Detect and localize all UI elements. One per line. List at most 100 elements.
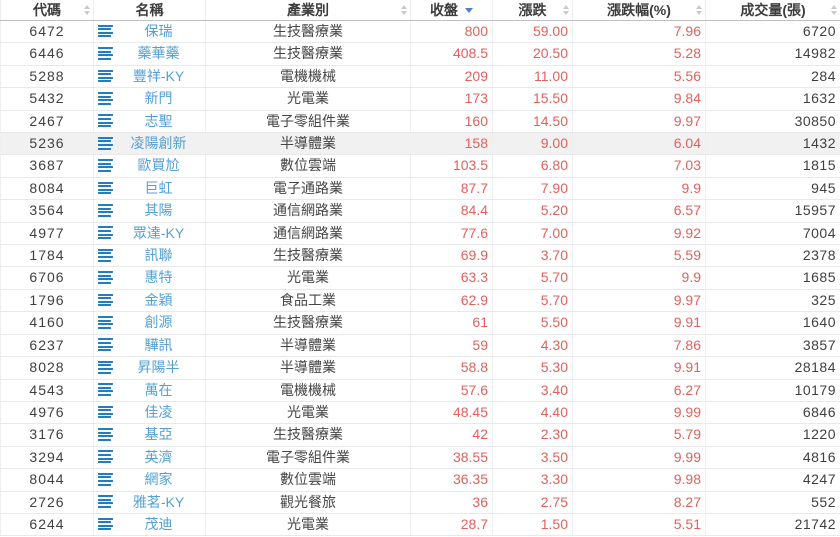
name-cell[interactable]: 豐祥-KY <box>93 65 206 89</box>
stock-link[interactable]: 佳凌 <box>144 403 173 420</box>
stock-link[interactable]: 歐買尬 <box>137 157 180 174</box>
name-cell[interactable]: 昇陽半 <box>93 356 206 380</box>
stock-link[interactable]: 訊聯 <box>144 247 173 264</box>
table-row[interactable]: 8084 巨虹 電子通路業 87.7 7.90 9.9 945 <box>0 177 840 201</box>
name-cell[interactable]: 驊訊 <box>93 334 206 358</box>
list-icon[interactable] <box>98 293 113 308</box>
name-cell[interactable]: 巨虹 <box>93 177 206 201</box>
sort-icon[interactable] <box>695 5 703 15</box>
list-icon[interactable] <box>98 159 113 173</box>
header-name[interactable]: 名稱 <box>93 0 206 21</box>
list-icon[interactable] <box>98 383 113 397</box>
stock-link[interactable]: 金穎 <box>144 291 173 308</box>
name-cell[interactable]: 新門 <box>93 87 206 111</box>
stock-link[interactable]: 志聖 <box>144 112 173 129</box>
stock-link[interactable]: 惠特 <box>144 269 173 286</box>
table-row[interactable]: 8028 昇陽半 半導體業 58.8 5.30 9.91 28184 <box>0 356 840 380</box>
stock-link[interactable]: 新門 <box>144 90 173 107</box>
table-row[interactable]: 2467 志聖 電子零組件業 160 14.50 9.97 30850 <box>0 110 840 134</box>
sort-icon[interactable] <box>83 5 91 15</box>
list-icon[interactable] <box>98 24 113 39</box>
stock-link[interactable]: 雅茗-KY <box>132 493 185 510</box>
list-icon[interactable] <box>98 248 113 263</box>
table-row[interactable]: 6244 茂迪 光電業 28.7 1.50 5.51 21742 <box>0 513 840 537</box>
name-cell[interactable]: 眾達-KY <box>93 222 206 246</box>
table-row[interactable]: 3294 英濟 電子零組件業 38.55 3.50 9.99 4816 <box>0 446 840 470</box>
name-cell[interactable]: 藥華藥 <box>93 42 206 66</box>
table-row[interactable]: 6446 藥華藥 生技醫療業 408.5 20.50 5.28 14982 <box>0 42 840 66</box>
list-icon[interactable] <box>98 450 113 464</box>
list-icon[interactable] <box>98 338 113 352</box>
stock-link[interactable]: 藥華藥 <box>137 45 180 62</box>
list-icon[interactable] <box>98 181 113 196</box>
table-row[interactable]: 4160 創源 生技醫療業 61 5.50 9.91 1640 <box>0 311 840 335</box>
name-cell[interactable]: 英濟 <box>93 446 206 470</box>
stock-link[interactable]: 網家 <box>144 471 173 488</box>
table-row[interactable]: 1784 訊聯 生技醫療業 69.9 3.70 5.59 2378 <box>0 244 840 268</box>
table-row[interactable]: 6706 惠特 光電業 63.3 5.70 9.9 1685 <box>0 266 840 290</box>
table-row[interactable]: 2726 雅茗-KY 觀光餐旅 36 2.75 8.27 552 <box>0 491 840 514</box>
name-cell[interactable]: 歐買尬 <box>93 154 206 178</box>
header-change-pct[interactable]: 漲跌幅(%) <box>572 0 706 21</box>
header-industry[interactable]: 產業別 <box>205 0 411 21</box>
header-change[interactable]: 漲跌 <box>492 0 573 21</box>
sort-desc-icon[interactable] <box>465 8 473 13</box>
table-row[interactable]: 5236 凌陽創新 半導體業 158 9.00 6.04 1432 <box>0 132 840 156</box>
stock-link[interactable]: 豐祥-KY <box>132 67 185 84</box>
name-cell[interactable]: 凌陽創新 <box>93 132 206 156</box>
name-cell[interactable]: 佳凌 <box>93 401 206 425</box>
stock-link[interactable]: 基亞 <box>144 426 173 443</box>
list-icon[interactable] <box>98 203 113 218</box>
table-row[interactable]: 5432 新門 光電業 173 15.50 9.84 1632 <box>0 87 840 111</box>
name-cell[interactable]: 萬在 <box>93 379 206 402</box>
stock-link[interactable]: 茂迪 <box>144 515 173 532</box>
stock-link[interactable]: 昇陽半 <box>137 359 180 376</box>
name-cell[interactable]: 創源 <box>93 311 206 335</box>
stock-link[interactable]: 萬在 <box>144 381 173 398</box>
list-icon[interactable] <box>98 405 113 420</box>
table-row[interactable]: 8044 網家 數位雲端 36.35 3.30 9.98 4247 <box>0 468 840 492</box>
name-cell[interactable]: 志聖 <box>93 110 206 134</box>
list-icon[interactable] <box>98 91 113 106</box>
list-icon[interactable] <box>98 114 113 128</box>
name-cell[interactable]: 網家 <box>93 468 206 492</box>
list-icon[interactable] <box>98 136 113 151</box>
list-icon[interactable] <box>98 69 113 84</box>
list-icon[interactable] <box>98 360 113 375</box>
name-cell[interactable]: 其陽 <box>93 199 206 223</box>
stock-link[interactable]: 英濟 <box>144 448 173 465</box>
stock-link[interactable]: 其陽 <box>144 202 173 219</box>
stock-link[interactable]: 眾達-KY <box>132 224 185 241</box>
table-row[interactable]: 3687 歐買尬 數位雲端 103.5 6.80 7.03 1815 <box>0 154 840 178</box>
list-icon[interactable] <box>98 472 113 487</box>
list-icon[interactable] <box>98 47 113 61</box>
list-icon[interactable] <box>98 517 113 532</box>
name-cell[interactable]: 基亞 <box>93 423 206 447</box>
header-close[interactable]: 收盤 <box>410 0 493 21</box>
table-row[interactable]: 3176 基亞 生技醫療業 42 2.30 5.79 1220 <box>0 423 840 447</box>
stock-link[interactable]: 驊訊 <box>144 336 173 353</box>
list-icon[interactable] <box>98 226 113 240</box>
list-icon[interactable] <box>98 428 113 442</box>
table-row[interactable]: 6237 驊訊 半導體業 59 4.30 7.86 3857 <box>0 334 840 358</box>
name-cell[interactable]: 保瑞 <box>93 20 206 44</box>
name-cell[interactable]: 雅茗-KY <box>93 491 206 514</box>
table-row[interactable]: 6472 保瑞 生技醫療業 800 59.00 7.96 6720 <box>0 20 840 44</box>
name-cell[interactable]: 金穎 <box>93 289 206 313</box>
list-icon[interactable] <box>98 271 113 285</box>
stock-link[interactable]: 創源 <box>144 314 173 331</box>
stock-link[interactable]: 保瑞 <box>144 23 173 39</box>
sort-icon[interactable] <box>830 5 838 15</box>
stock-link[interactable]: 巨虹 <box>144 179 173 196</box>
sort-icon[interactable] <box>400 5 408 15</box>
name-cell[interactable]: 惠特 <box>93 266 206 290</box>
stock-link[interactable]: 凌陽創新 <box>130 135 187 152</box>
table-row[interactable]: 4543 萬在 電機機械 57.6 3.40 6.27 10179 <box>0 379 840 402</box>
list-icon[interactable] <box>98 495 113 509</box>
sort-icon[interactable] <box>562 5 570 15</box>
table-row[interactable]: 1796 金穎 食品工業 62.9 5.70 9.97 325 <box>0 289 840 313</box>
name-cell[interactable]: 訊聯 <box>93 244 206 268</box>
header-code[interactable]: 代碼 <box>0 0 94 21</box>
table-row[interactable]: 3564 其陽 通信網路業 84.4 5.20 6.57 15957 <box>0 199 840 223</box>
header-volume[interactable]: 成交量(張) <box>705 0 840 21</box>
